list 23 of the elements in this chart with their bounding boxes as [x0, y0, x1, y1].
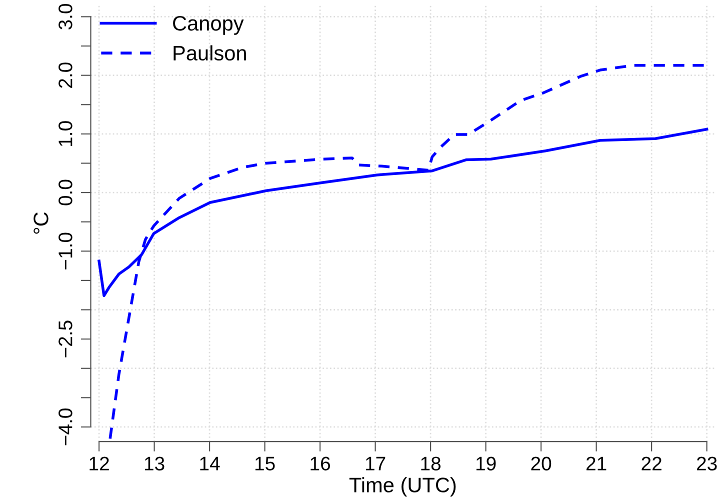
x-tick-label: 20 — [531, 456, 552, 470]
y-tick-label: 0.0 — [58, 180, 72, 206]
y-tick-label: −4.0 — [58, 408, 72, 446]
y-tick-label: 2.0 — [58, 62, 72, 88]
x-tick-label: 16 — [310, 456, 330, 470]
x-axis-title: Time (UTC) — [349, 477, 456, 497]
y-tick-label: 3.0 — [58, 4, 72, 30]
x-tick-label: 19 — [476, 456, 496, 470]
y-axis-title: °C — [34, 212, 48, 234]
y-tick-label: 1.0 — [58, 121, 72, 146]
legend-label: Canopy — [173, 16, 244, 35]
x-tick-label: 23 — [696, 456, 717, 470]
x-tick-label: 22 — [642, 456, 662, 470]
x-tick-label: 21 — [586, 456, 606, 470]
x-tick-label: 14 — [200, 456, 220, 470]
x-tick-label: 12 — [90, 456, 109, 470]
x-tick-label: 13 — [144, 456, 164, 470]
legend-label: Paulson — [174, 45, 246, 61]
y-tick-label: −1.0 — [58, 232, 72, 270]
x-tick-label: 17 — [366, 456, 386, 470]
x-tick-label: 15 — [255, 456, 275, 470]
x-tick-label: 18 — [421, 456, 441, 470]
y-tick-label: −2.5 — [58, 320, 72, 358]
